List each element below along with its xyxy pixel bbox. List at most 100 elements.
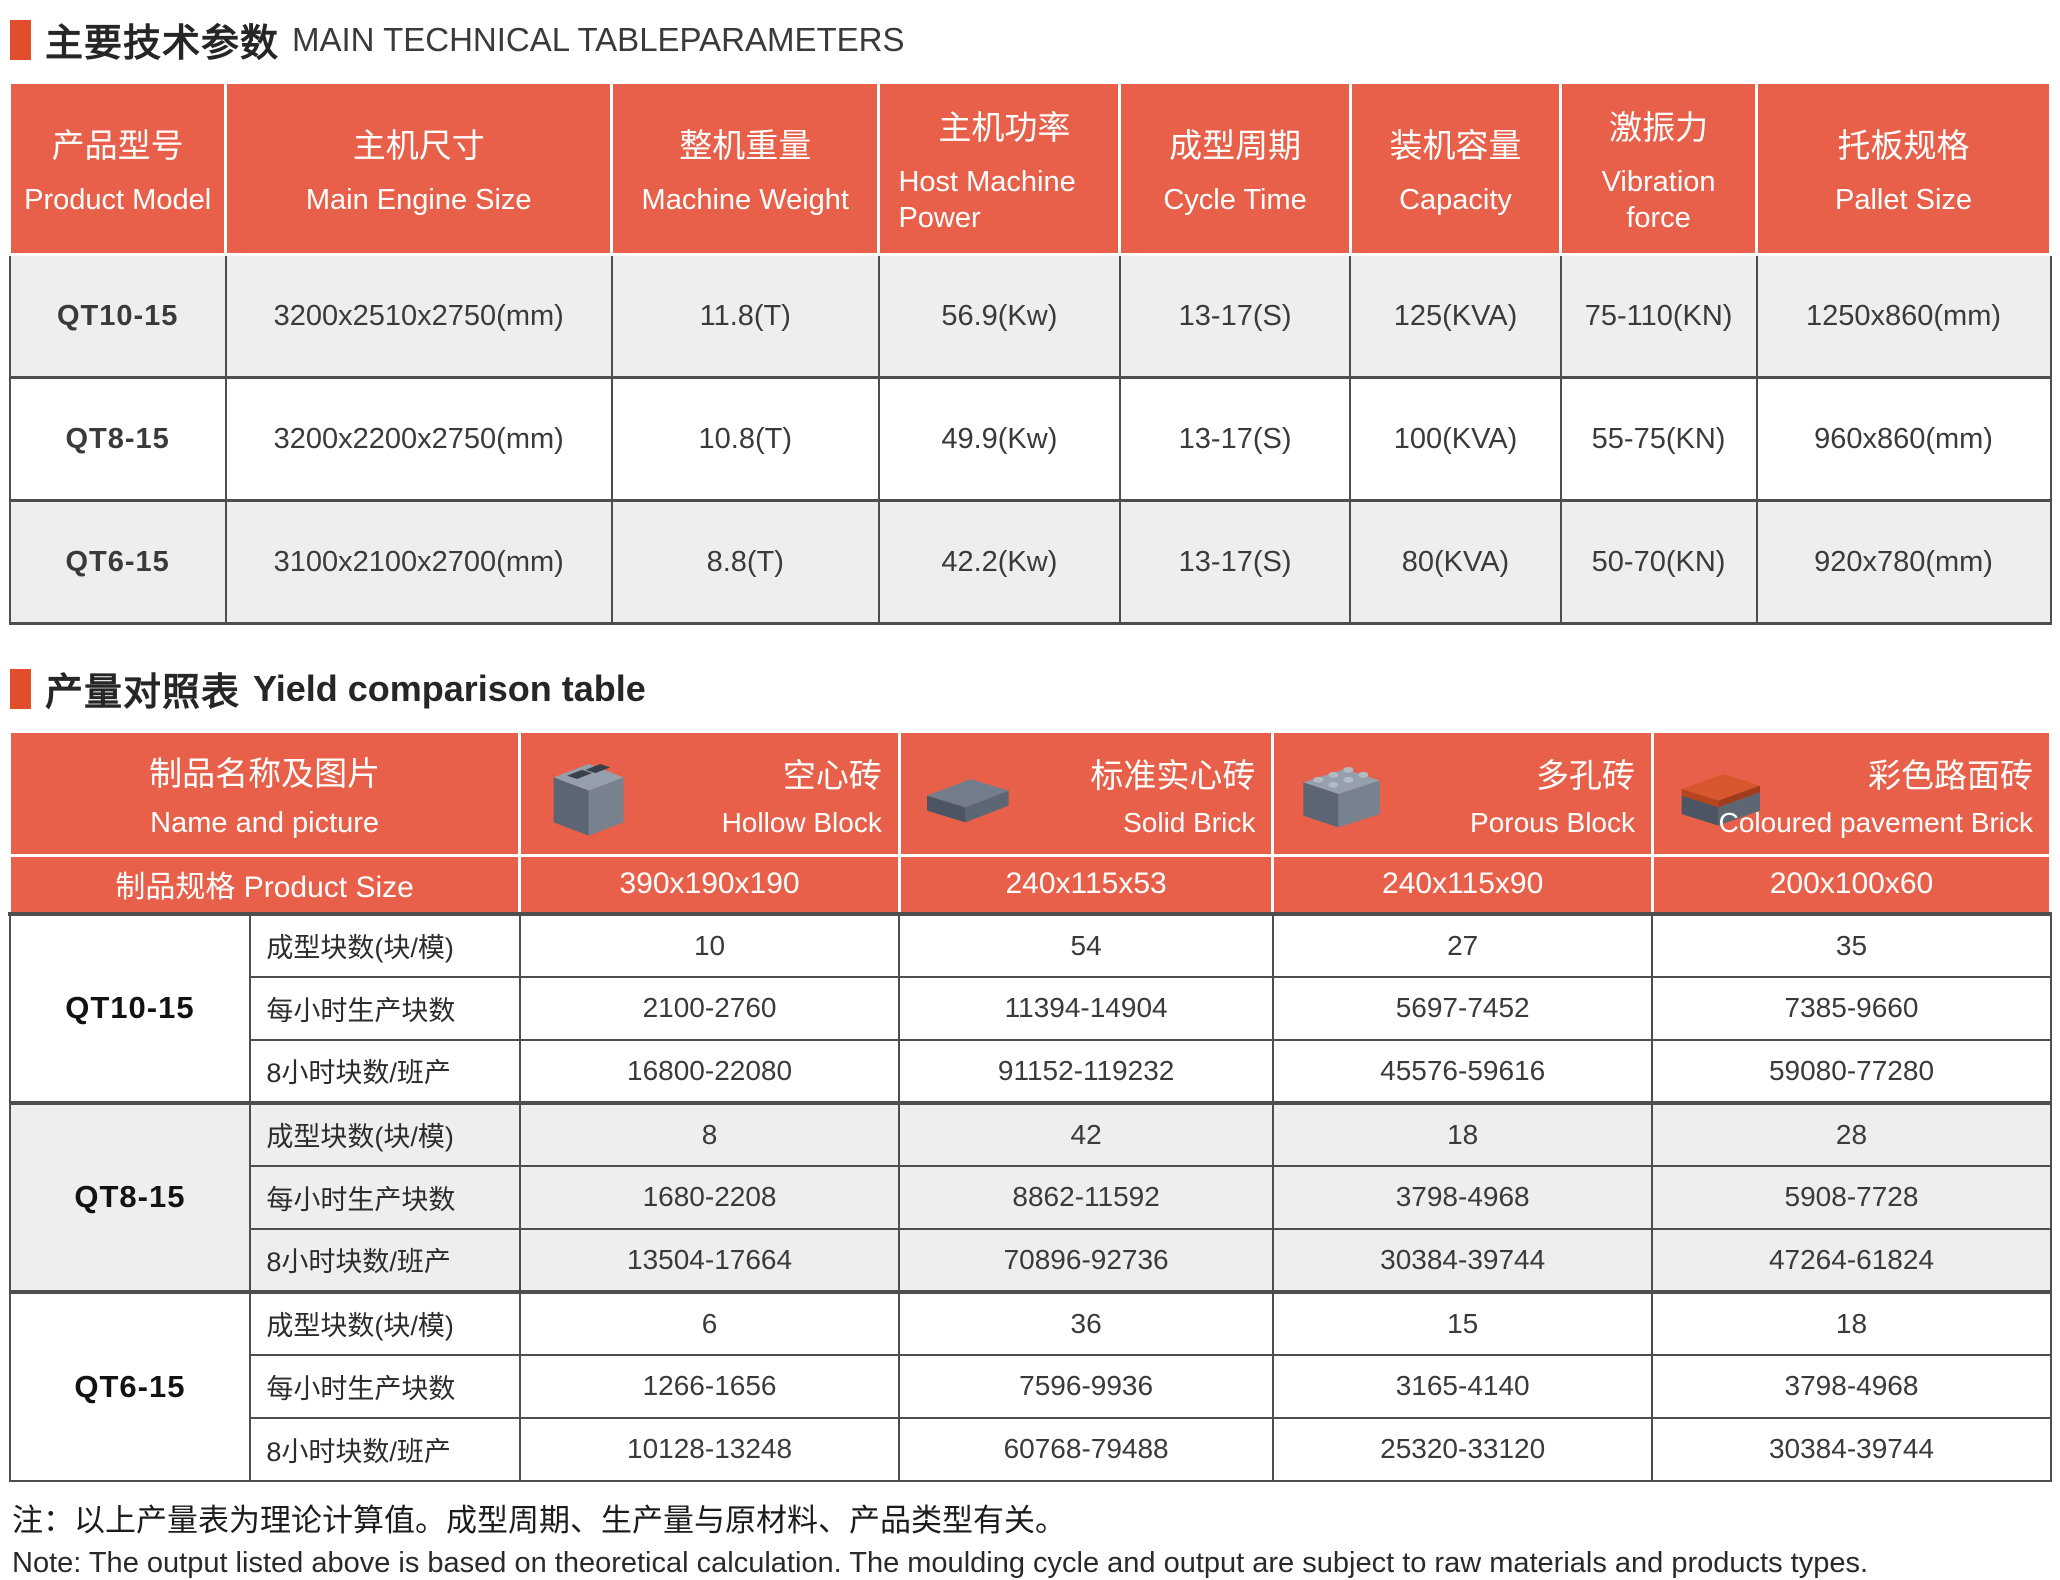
table-row: 8小时块数/班产 10128-13248 60768-79488 25320-3… xyxy=(10,1416,2052,1482)
size-row-label: 制品规格 Product Size xyxy=(7,854,522,915)
value-cell: 56.9(Kw) xyxy=(877,253,1121,379)
header-coloured-pavement-brick: 彩色路面砖 Coloured pavement Brick xyxy=(1650,730,2053,857)
value-cell: 60768-79488 xyxy=(898,1416,1274,1482)
value-cell: 125(KVA) xyxy=(1349,253,1562,379)
value-cell: 25320-33120 xyxy=(1271,1416,1654,1482)
value-cell: 42 xyxy=(898,1100,1274,1167)
value-cell: 8 xyxy=(518,1100,901,1167)
value-cell: 7385-9660 xyxy=(1651,975,2052,1041)
row-label: 8小时块数/班产 xyxy=(249,1227,521,1293)
header-cycle-time: 成型周期 Cycle Time xyxy=(1118,81,1352,256)
table-row: QT8-15 3200x2200x2750(mm) 10.8(T) 49.9(K… xyxy=(8,376,2052,502)
value-cell: 3200x2200x2750(mm) xyxy=(224,376,613,502)
section1-title-en: MAIN TECHNICAL TABLEPARAMETERS xyxy=(292,20,905,58)
table-row: 每小时生产块数 1266-1656 7596-9936 3165-4140 37… xyxy=(10,1353,2052,1419)
value-cell: 920x780(mm) xyxy=(1755,499,2052,625)
value-cell: 15 xyxy=(1271,1289,1654,1356)
size-cell: 200x100x60 xyxy=(1650,854,2053,915)
value-cell: 11.8(T) xyxy=(610,253,880,379)
model-cell: QT8-15 xyxy=(8,1100,252,1293)
header-host-machine-power: 主机功率 Host Machine Power xyxy=(877,81,1122,256)
hollow-block-image xyxy=(553,763,624,836)
value-cell: 30384-39744 xyxy=(1271,1227,1654,1293)
row-label: 成型块数(块/模) xyxy=(249,1289,521,1356)
table-row: QT8-15 成型块数(块/模) 8 42 18 28 xyxy=(8,1100,2052,1293)
table-row: 8小时块数/班产 16800-22080 91152-119232 45576-… xyxy=(10,1038,2052,1104)
table-header-row: 产品型号 Product Model 主机尺寸 Main Engine Size 整… xyxy=(7,81,2052,256)
row-label: 成型块数(块/模) xyxy=(249,1100,521,1167)
section2-title-en: Yield comparison table xyxy=(253,667,646,709)
size-cell: 240x115x53 xyxy=(897,854,1275,915)
row-label: 每小时生产块数 xyxy=(249,1353,521,1419)
size-cell: 240x115x90 xyxy=(1271,854,1654,915)
value-cell: 3100x2100x2700(mm) xyxy=(224,499,613,625)
value-cell: 1266-1656 xyxy=(518,1353,901,1419)
header-vibration-force: 激振力 Vibration force xyxy=(1559,81,1759,256)
model-cell: QT10-15 xyxy=(8,911,252,1104)
value-cell: 28 xyxy=(1651,1100,2052,1167)
header-machine-weight: 整机重量 Machine Weight xyxy=(610,81,881,256)
table-row: QT10-15 3200x2510x2750(mm) 11.8(T) 56.9(… xyxy=(8,253,2052,379)
solid-brick-image xyxy=(926,778,1009,822)
value-cell: 1680-2208 xyxy=(518,1164,901,1230)
table-row: 每小时生产块数 1680-2208 8862-11592 3798-4968 5… xyxy=(10,1164,2052,1230)
value-cell: 30384-39744 xyxy=(1651,1416,2052,1482)
value-cell: 10128-13248 xyxy=(518,1416,901,1482)
header-capacity: 装机容量 Capacity xyxy=(1348,81,1563,256)
section1-title: 主要技术参数 MAIN TECHNICAL TABLEPARAMETERS xyxy=(10,12,2052,67)
value-cell: 3200x2510x2750(mm) xyxy=(224,253,613,379)
footnotes: 注：以上产量表为理论计算值。成型周期、生产量与原材料、产品类型有关。 Note:… xyxy=(8,1495,2052,1580)
technical-parameters-table: 产品型号 Product Model 主机尺寸 Main Engine Size 整… xyxy=(7,81,2052,625)
footnote-zh: 注：以上产量表为理论计算值。成型周期、生产量与原材料、产品类型有关。 xyxy=(12,1502,1066,1538)
product-header-row: 制品名称及图片 Name and picture 空心砖 xyxy=(7,730,2053,857)
value-cell: 16800-22080 xyxy=(518,1038,901,1104)
row-label: 每小时生产块数 xyxy=(249,975,521,1041)
value-cell: 75-110(KN) xyxy=(1559,253,1758,379)
value-cell: 55-75(KN) xyxy=(1559,376,1758,502)
header-product-model: 产品型号 Product Model xyxy=(7,81,228,256)
model-cell: QT8-15 xyxy=(8,376,227,502)
header-porous-block: 多孔砖 Porous Block xyxy=(1271,730,1654,857)
value-cell: 5697-7452 xyxy=(1271,975,1654,1041)
value-cell: 59080-77280 xyxy=(1651,1038,2052,1104)
header-hollow-block: 空心砖 Hollow Block xyxy=(518,730,901,857)
table-row: QT10-15 成型块数(块/模) 10 54 27 35 xyxy=(8,911,2052,1104)
value-cell: 10.8(T) xyxy=(610,376,880,502)
header-main-engine-size: 主机尺寸 Main Engine Size xyxy=(224,81,614,256)
value-cell: 8862-11592 xyxy=(898,1164,1274,1230)
value-cell: 100(KVA) xyxy=(1349,376,1562,502)
value-cell: 960x860(mm) xyxy=(1755,376,2052,502)
value-cell: 3798-4968 xyxy=(1651,1353,2052,1419)
header-name-and-picture: 制品名称及图片 Name and picture xyxy=(7,730,522,857)
product-size-row: 制品规格 Product Size 390x190x190 240x115x53… xyxy=(7,854,2053,915)
value-cell: 54 xyxy=(898,911,1274,978)
table-row: 每小时生产块数 2100-2760 11394-14904 5697-7452 … xyxy=(10,975,2052,1041)
title-marker-icon xyxy=(10,19,31,60)
value-cell: 7596-9936 xyxy=(898,1353,1274,1419)
porous-block-image xyxy=(1303,766,1381,827)
value-cell: 18 xyxy=(1271,1100,1654,1167)
coloured-pavement-brick-image xyxy=(1681,773,1760,826)
model-cell: QT10-15 xyxy=(8,253,227,379)
section2-title-zh: 产量对照表 xyxy=(45,672,241,714)
header-pallet-size: 托板规格 Pallet Size xyxy=(1755,81,2052,256)
header-solid-brick: 标准实心砖 Solid Brick xyxy=(897,730,1275,857)
value-cell: 18 xyxy=(1651,1289,2052,1356)
value-cell: 35 xyxy=(1651,911,2052,978)
value-cell: 80(KVA) xyxy=(1349,499,1562,625)
footnote-en: Note: The output listed above is based o… xyxy=(12,1546,1869,1579)
value-cell: 36 xyxy=(898,1289,1274,1356)
row-label: 8小时块数/班产 xyxy=(249,1038,521,1104)
value-cell: 6 xyxy=(518,1289,901,1356)
table-row: QT6-15 3100x2100x2700(mm) 8.8(T) 42.2(Kw… xyxy=(8,499,2052,625)
row-label: 8小时块数/班产 xyxy=(249,1416,521,1482)
row-label: 成型块数(块/模) xyxy=(249,911,521,978)
value-cell: 42.2(Kw) xyxy=(877,499,1121,625)
value-cell: 47264-61824 xyxy=(1651,1227,2052,1293)
table-row: 8小时块数/班产 13504-17664 70896-92736 30384-3… xyxy=(10,1227,2052,1293)
model-cell: QT6-15 xyxy=(8,1289,252,1482)
section1-title-zh: 主要技术参数 xyxy=(45,23,280,65)
table-row: QT6-15 成型块数(块/模) 6 36 15 18 xyxy=(8,1289,2052,1482)
section2-title: 产量对照表 Yield comparison table xyxy=(10,661,2052,716)
model-cell: QT6-15 xyxy=(8,499,227,625)
